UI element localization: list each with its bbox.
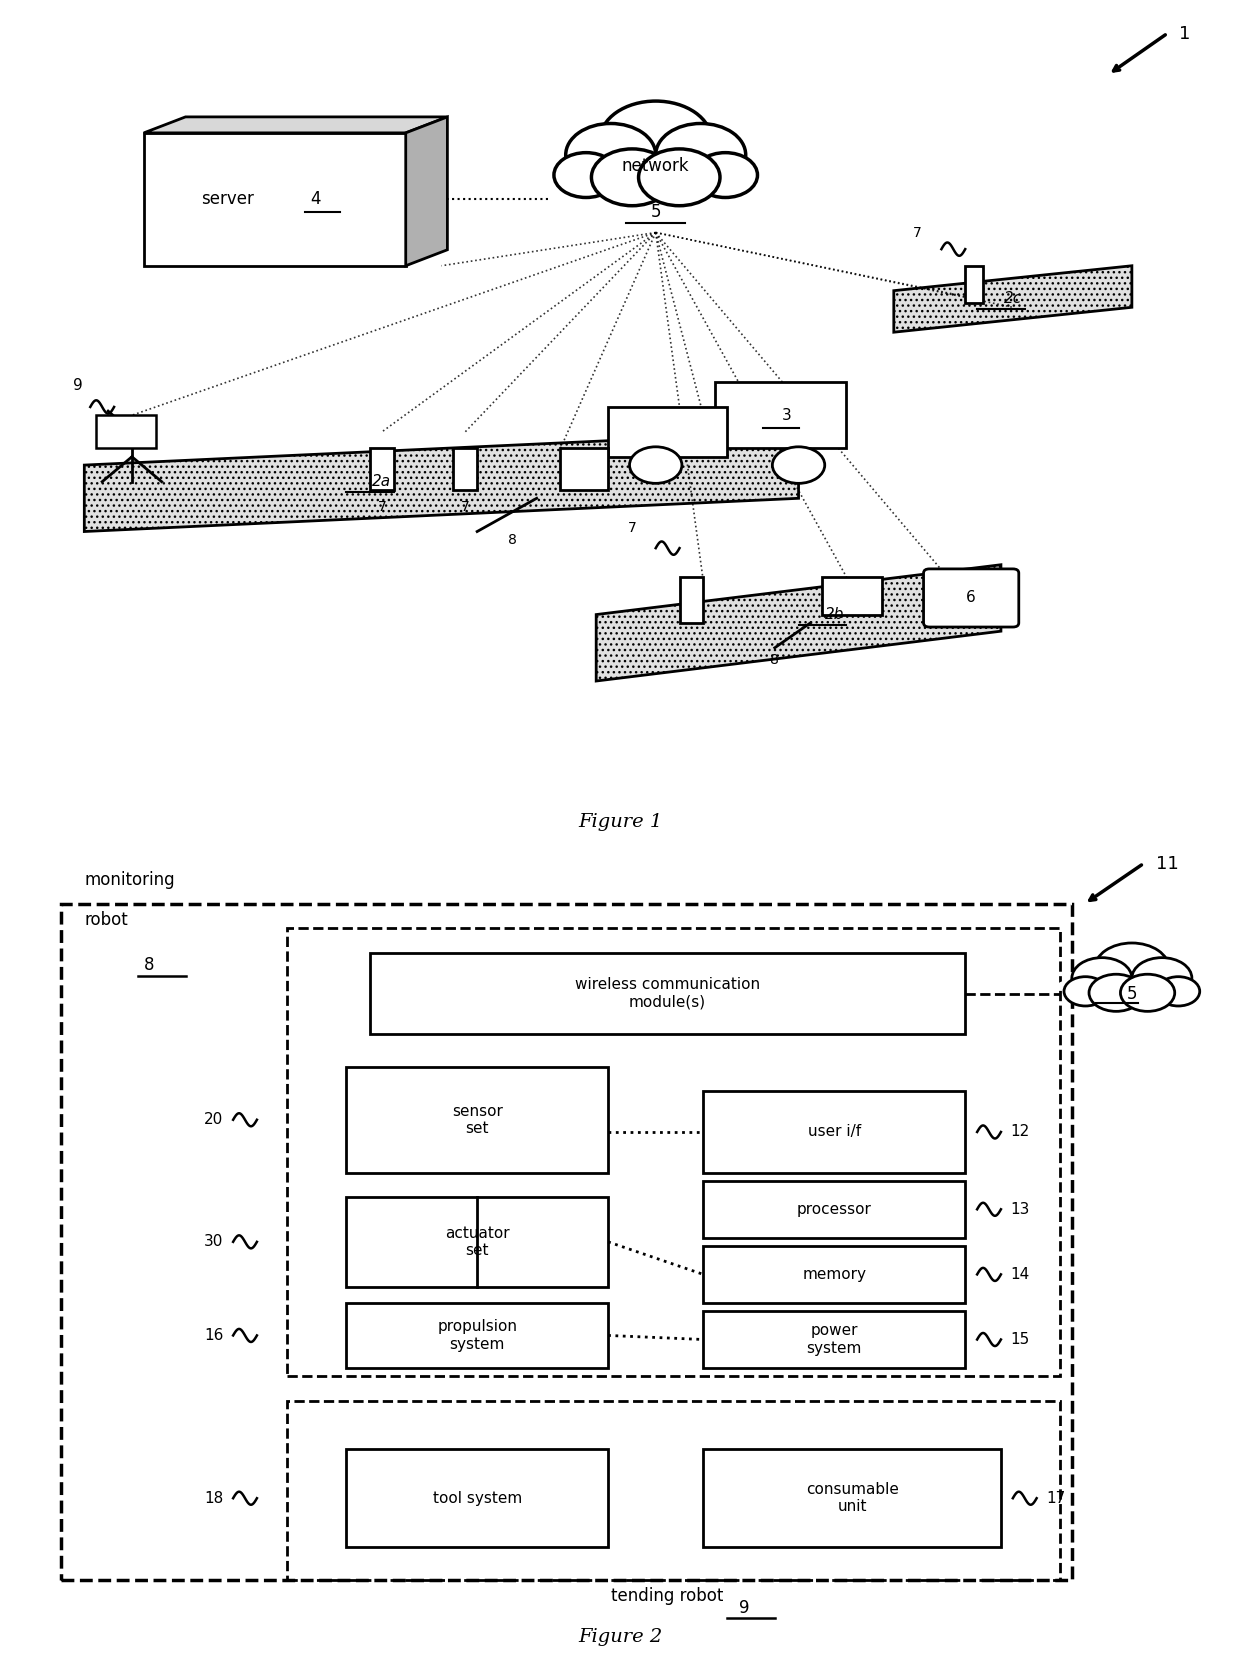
Text: 7: 7 [913,226,923,239]
Text: 8: 8 [770,653,779,668]
Text: 14: 14 [1011,1267,1029,1282]
Polygon shape [84,432,799,532]
FancyBboxPatch shape [965,266,983,304]
Polygon shape [405,116,448,266]
Circle shape [1064,977,1107,1007]
Circle shape [1157,977,1200,1007]
Text: 5: 5 [1127,985,1137,1003]
Text: 2b: 2b [825,606,844,623]
Circle shape [630,447,682,483]
Text: 5: 5 [651,203,661,221]
Text: 30: 30 [205,1234,223,1249]
Text: network: network [622,158,689,174]
FancyBboxPatch shape [560,448,608,490]
Text: 12: 12 [1011,1124,1029,1139]
Text: robot: robot [84,912,128,930]
Text: processor: processor [797,1203,872,1218]
Polygon shape [1056,950,1207,1022]
Text: 3: 3 [781,407,791,424]
Text: Figure 2: Figure 2 [578,1628,662,1646]
Polygon shape [543,111,769,221]
FancyBboxPatch shape [454,448,477,490]
Text: 9: 9 [739,1600,749,1618]
FancyBboxPatch shape [703,1246,965,1302]
FancyBboxPatch shape [924,568,1019,628]
Text: 7: 7 [627,520,636,535]
Text: 7: 7 [377,500,387,513]
Text: 2c: 2c [1003,291,1022,307]
FancyBboxPatch shape [370,448,394,490]
Circle shape [1095,943,1169,993]
FancyBboxPatch shape [346,1450,608,1546]
FancyBboxPatch shape [703,1311,965,1369]
Text: 16: 16 [205,1327,223,1344]
Text: 7: 7 [461,500,470,513]
Polygon shape [894,266,1132,332]
Text: 18: 18 [205,1490,223,1507]
Text: 8: 8 [144,957,154,973]
Text: tool system: tool system [433,1490,522,1507]
Circle shape [591,149,673,206]
FancyBboxPatch shape [715,382,846,448]
Circle shape [1089,975,1143,1012]
Circle shape [1071,958,1132,998]
FancyBboxPatch shape [703,1450,1001,1546]
Text: actuator
set: actuator set [445,1226,510,1257]
Text: 2a: 2a [372,473,392,490]
Text: wireless communication
module(s): wireless communication module(s) [575,977,760,1010]
Circle shape [656,123,745,186]
FancyBboxPatch shape [97,415,156,448]
FancyBboxPatch shape [608,407,727,457]
FancyBboxPatch shape [346,1302,608,1369]
FancyBboxPatch shape [346,1198,608,1287]
Circle shape [554,153,619,198]
Text: tending robot: tending robot [611,1586,724,1605]
Text: 15: 15 [1011,1332,1029,1347]
Text: 17: 17 [1047,1490,1065,1507]
Text: monitoring: monitoring [84,870,175,889]
Text: Figure 1: Figure 1 [578,814,662,830]
FancyBboxPatch shape [703,1091,965,1173]
Text: power
system: power system [806,1324,862,1355]
FancyBboxPatch shape [680,578,703,623]
Text: 8: 8 [508,533,517,546]
Text: sensor
set: sensor set [451,1103,502,1136]
Text: 4: 4 [310,191,321,208]
FancyBboxPatch shape [822,578,882,615]
Text: 1: 1 [1179,25,1190,43]
Circle shape [600,101,712,179]
Circle shape [773,447,825,483]
FancyBboxPatch shape [370,953,965,1035]
Text: propulsion
system: propulsion system [438,1319,517,1352]
FancyBboxPatch shape [703,1181,965,1237]
Text: 11: 11 [1156,855,1178,874]
Circle shape [1121,975,1174,1012]
Text: consumable
unit: consumable unit [806,1482,899,1515]
Text: 13: 13 [1011,1203,1030,1218]
Text: 20: 20 [205,1113,223,1128]
Circle shape [693,153,758,198]
Text: 9: 9 [73,379,83,394]
Text: user i/f: user i/f [807,1124,861,1139]
Text: memory: memory [802,1267,867,1282]
Circle shape [565,123,656,186]
Text: 6: 6 [966,590,976,606]
Polygon shape [596,565,1001,681]
Circle shape [1132,958,1192,998]
Polygon shape [144,116,448,133]
FancyBboxPatch shape [346,1066,608,1173]
Circle shape [639,149,720,206]
Text: server: server [201,191,254,208]
Polygon shape [144,133,405,266]
